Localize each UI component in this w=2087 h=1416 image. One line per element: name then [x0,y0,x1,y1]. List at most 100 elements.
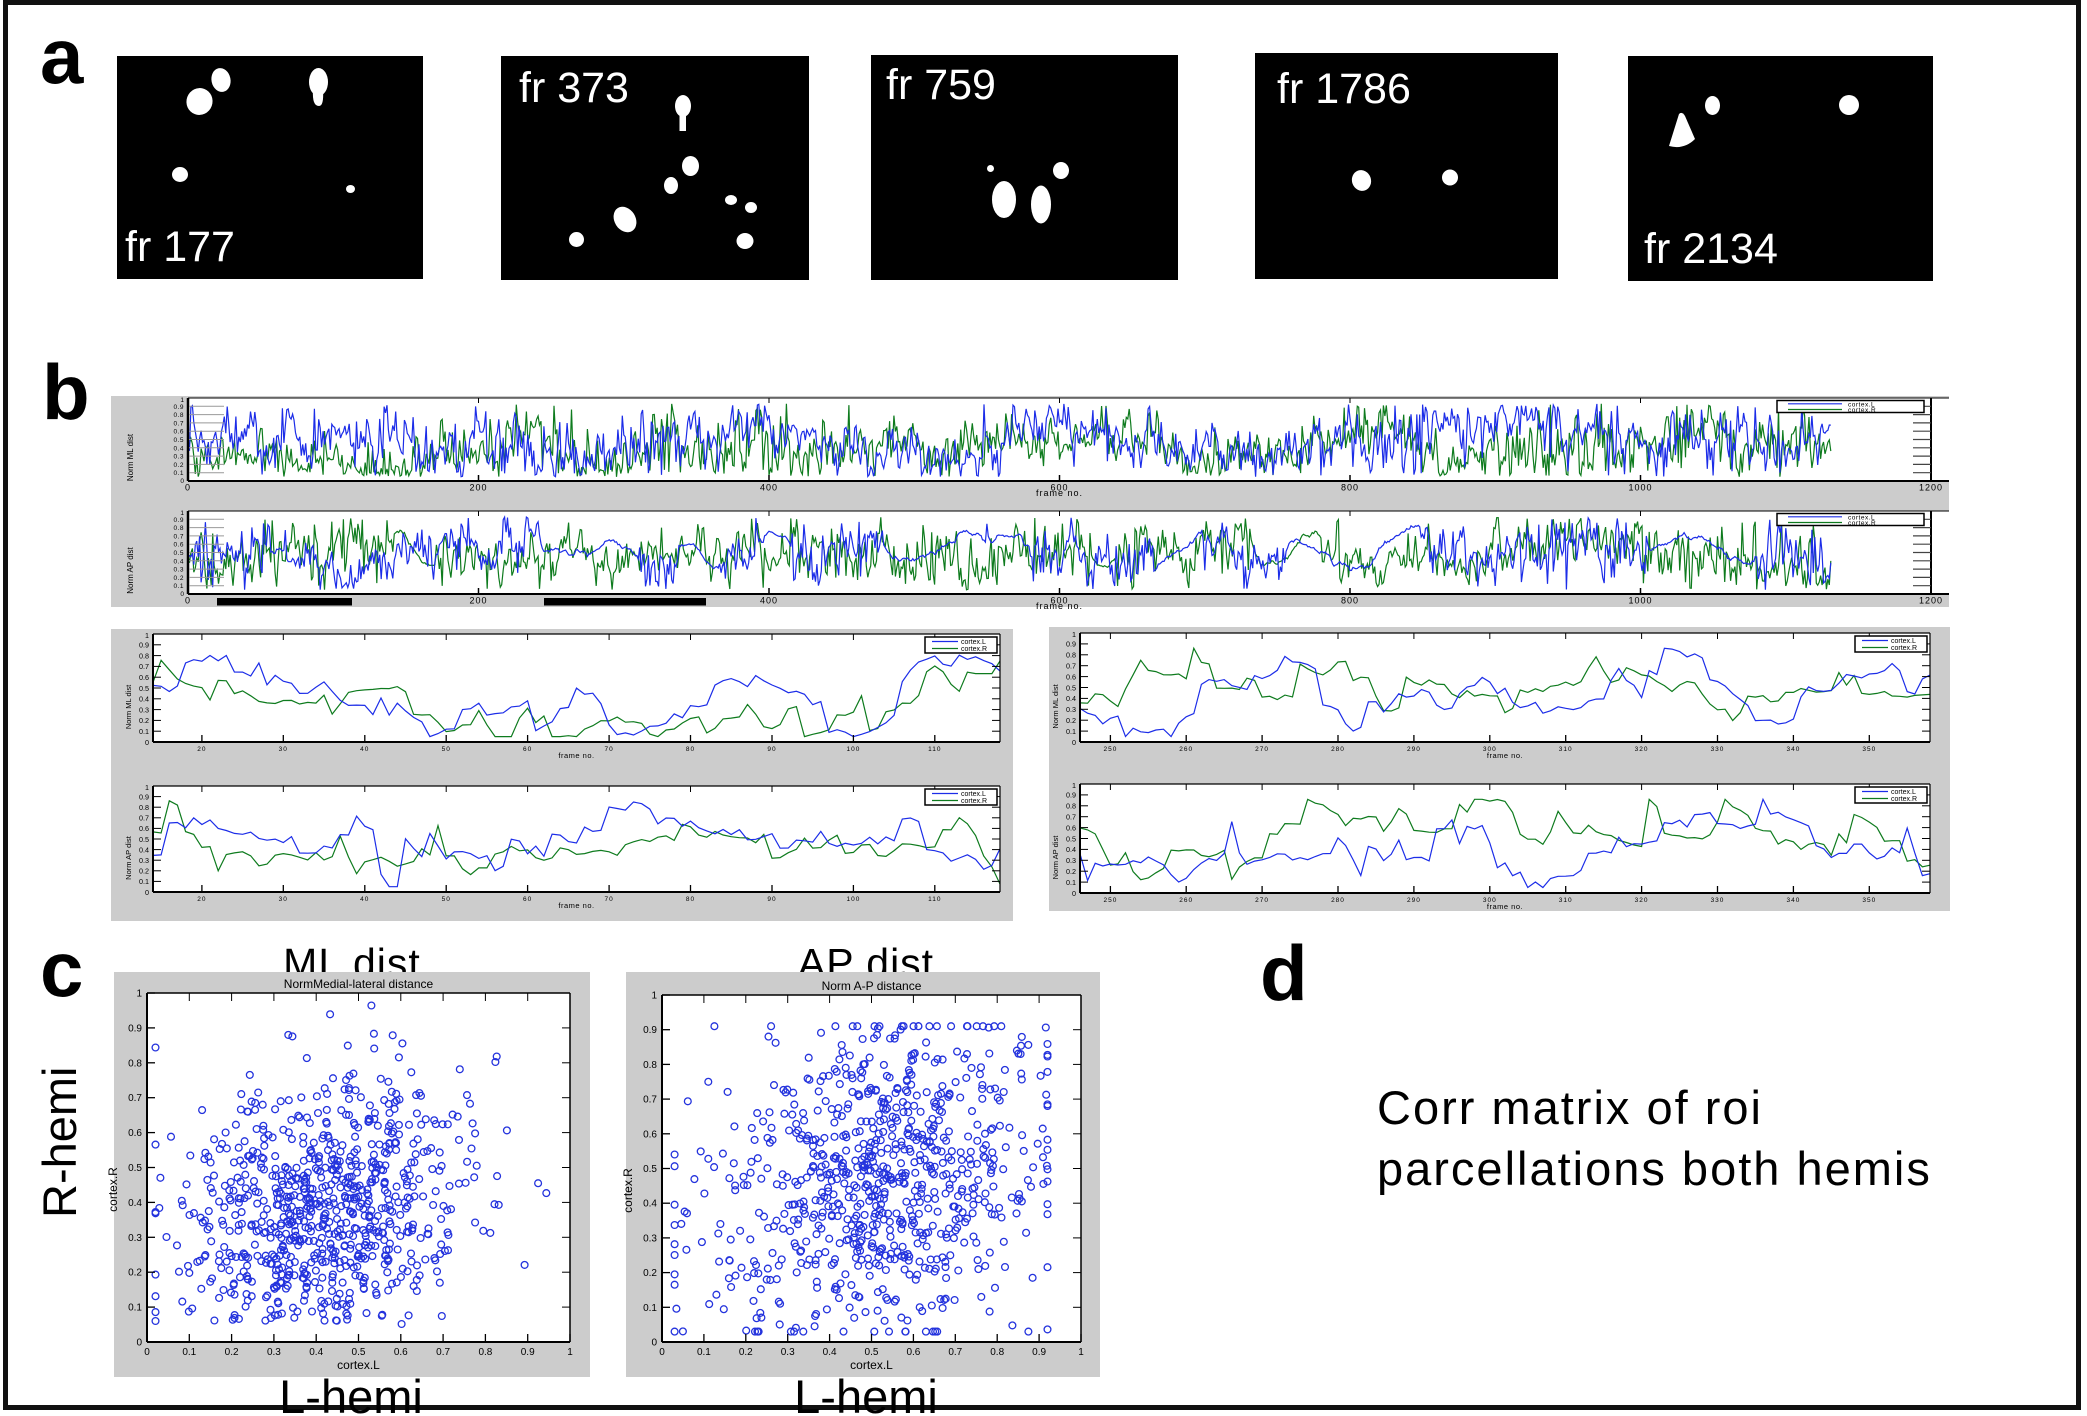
svg-text:0.6: 0.6 [128,1128,142,1139]
svg-text:0.9: 0.9 [1032,1347,1046,1358]
svg-text:0.9: 0.9 [1066,640,1076,649]
svg-text:0.2: 0.2 [128,1268,142,1279]
svg-text:0.6: 0.6 [906,1347,920,1358]
svg-text:0.2: 0.2 [173,462,184,469]
svg-text:cortex.L: cortex.L [1848,514,1875,521]
svg-text:260: 260 [1179,746,1193,753]
svg-text:0.4: 0.4 [643,1199,657,1210]
svg-text:0.6: 0.6 [173,542,184,549]
svg-text:1: 1 [1078,1347,1084,1358]
svg-text:0.7: 0.7 [173,420,184,427]
svg-text:340: 340 [1786,897,1800,904]
svg-text:0.7: 0.7 [139,814,149,823]
svg-text:20: 20 [197,746,206,753]
svg-text:cortex.R: cortex.R [1848,407,1876,414]
svg-text:0.8: 0.8 [643,1060,657,1071]
svg-text:cortex.L: cortex.L [1891,789,1916,796]
svg-text:0.2: 0.2 [139,867,149,876]
svg-text:parcellations both hemis: parcellations both hemis [1377,1142,1932,1195]
svg-text:0.4: 0.4 [1066,694,1076,703]
svg-text:0.6: 0.6 [643,1129,657,1140]
svg-text:0.4: 0.4 [173,445,184,452]
svg-text:0.2: 0.2 [1066,867,1076,876]
svg-text:0.7: 0.7 [1066,662,1076,671]
svg-text:cortex.L: cortex.L [961,791,986,798]
svg-text:Norm AP dist: Norm AP dist [126,546,135,593]
svg-text:250: 250 [1103,897,1117,904]
svg-text:cortex.R: cortex.R [1891,796,1917,803]
svg-text:1: 1 [180,510,184,517]
svg-text:0.4: 0.4 [139,845,149,854]
svg-text:0.1: 0.1 [173,583,184,590]
svg-text:fr 1786: fr 1786 [1277,65,1411,113]
svg-text:90: 90 [767,896,776,903]
svg-text:270: 270 [1255,897,1269,904]
svg-text:0.7: 0.7 [643,1095,657,1106]
svg-text:60: 60 [523,746,532,753]
svg-text:0.9: 0.9 [521,1347,535,1358]
svg-text:20: 20 [197,896,206,903]
svg-text:fr 759: fr 759 [886,61,996,109]
svg-text:350: 350 [1862,746,1876,753]
svg-text:frame no.: frame no. [1036,601,1083,611]
svg-text:Norm ML dist: Norm ML dist [124,684,133,729]
svg-text:330: 330 [1711,746,1725,753]
svg-text:290: 290 [1407,897,1421,904]
svg-text:0.7: 0.7 [1066,813,1076,822]
svg-text:0.1: 0.1 [139,877,149,886]
svg-text:0.1: 0.1 [643,1303,657,1314]
svg-text:600: 600 [1050,596,1068,606]
svg-text:0.2: 0.2 [1066,716,1076,725]
svg-text:0.8: 0.8 [1066,651,1076,660]
svg-text:0.3: 0.3 [173,454,184,461]
svg-text:0.5: 0.5 [1066,834,1076,843]
svg-text:0.3: 0.3 [1066,856,1076,865]
svg-text:310: 310 [1559,746,1573,753]
svg-text:b: b [42,348,90,436]
svg-text:0.5: 0.5 [139,684,149,693]
svg-text:320: 320 [1635,897,1649,904]
svg-text:0.3: 0.3 [139,705,149,714]
svg-text:0.4: 0.4 [139,695,149,704]
svg-text:0.3: 0.3 [173,567,184,574]
svg-text:cortex.L: cortex.L [1848,401,1875,408]
svg-text:270: 270 [1255,746,1269,753]
svg-text:cortex.R: cortex.R [1891,645,1917,652]
svg-text:300: 300 [1483,746,1497,753]
svg-text:0.4: 0.4 [1066,845,1076,854]
svg-text:0.8: 0.8 [1066,802,1076,811]
svg-text:fr 373: fr 373 [519,64,629,112]
svg-text:0.9: 0.9 [1066,791,1076,800]
svg-text:1: 1 [651,991,657,1002]
svg-text:0.5: 0.5 [128,1163,142,1174]
svg-text:1200: 1200 [1919,596,1943,606]
svg-text:40: 40 [360,746,369,753]
svg-text:260: 260 [1179,897,1193,904]
svg-text:0.4: 0.4 [309,1347,323,1358]
svg-text:40: 40 [360,896,369,903]
svg-text:0.2: 0.2 [739,1347,753,1358]
svg-text:0: 0 [185,596,191,606]
svg-text:0.2: 0.2 [643,1268,657,1279]
svg-text:0.4: 0.4 [173,558,184,565]
svg-text:cortex.R: cortex.R [621,1168,635,1213]
svg-text:0.3: 0.3 [267,1347,281,1358]
svg-text:L-hemi: L-hemi [279,1370,423,1416]
svg-text:1: 1 [567,1347,573,1358]
svg-text:0: 0 [145,738,149,747]
svg-text:0.3: 0.3 [128,1233,142,1244]
svg-text:cortex.R: cortex.R [1848,520,1876,527]
svg-text:100: 100 [846,746,860,753]
svg-text:320: 320 [1635,746,1649,753]
svg-text:0.9: 0.9 [643,1025,657,1036]
svg-text:330: 330 [1711,897,1725,904]
svg-text:0.6: 0.6 [1066,672,1076,681]
svg-text:0.8: 0.8 [478,1347,492,1358]
svg-text:frame no.: frame no. [1036,488,1083,498]
svg-text:0: 0 [136,1338,142,1349]
svg-text:1: 1 [1072,781,1076,790]
svg-text:0: 0 [144,1347,150,1358]
svg-text:0.9: 0.9 [139,641,149,650]
svg-text:1: 1 [136,989,142,1000]
svg-text:Norm ML dist: Norm ML dist [126,433,135,481]
